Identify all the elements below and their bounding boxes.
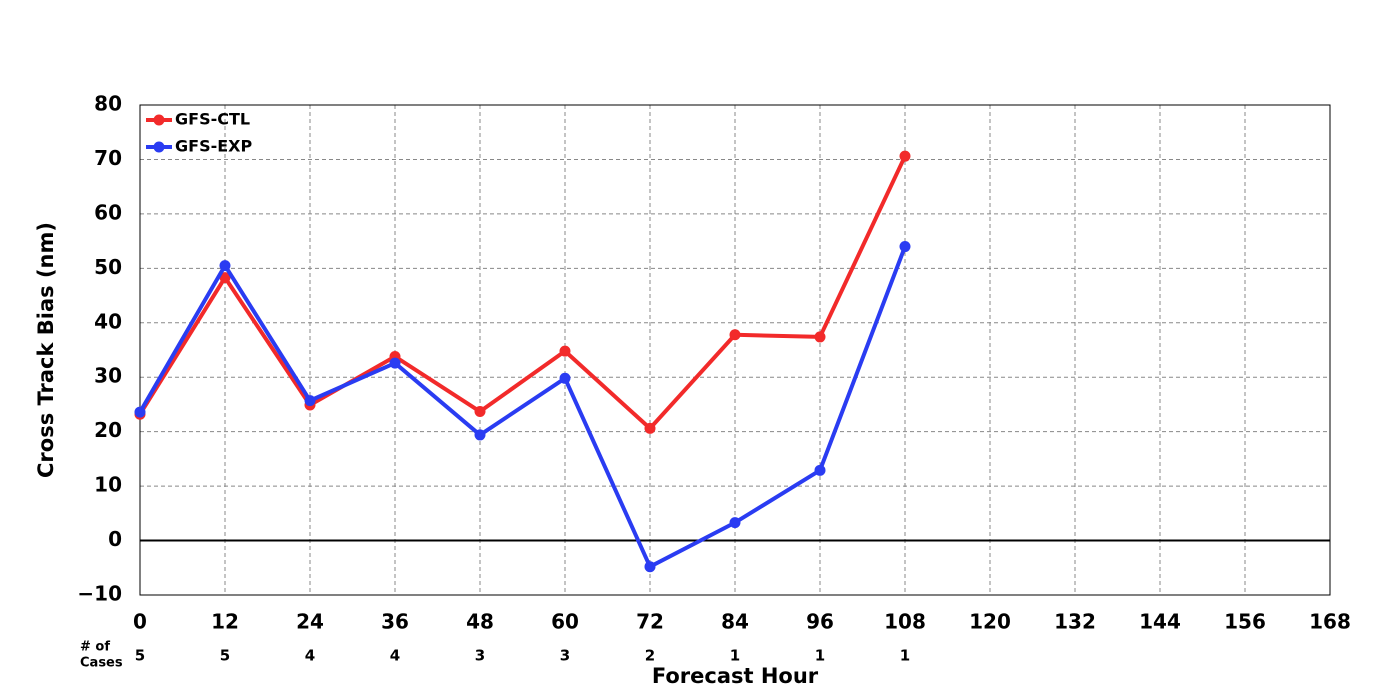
x-tick-label: 72 (636, 610, 664, 634)
data-point (644, 422, 656, 434)
legend-marker (153, 114, 165, 126)
y-tick-label: 20 (94, 418, 122, 442)
data-point (729, 517, 741, 529)
data-point (814, 464, 826, 476)
x-axis-title: Forecast Hour (652, 664, 819, 688)
series-line (138, 155, 907, 431)
case-count: 1 (815, 647, 825, 665)
cases-label: # of (80, 640, 110, 655)
legend-marker (153, 141, 165, 153)
x-tick-label: 132 (1054, 610, 1096, 634)
data-point (474, 429, 486, 441)
x-tick-label: 168 (1309, 610, 1351, 634)
y-tick-label: 10 (94, 473, 122, 497)
case-count: 1 (900, 647, 910, 665)
legend-label: GFS-EXP (175, 137, 252, 156)
x-tick-label: 12 (211, 610, 239, 634)
y-tick-label: 30 (94, 364, 122, 388)
x-tick-label: 120 (969, 610, 1011, 634)
data-point (474, 406, 486, 418)
plot-frame (139, 104, 1331, 596)
data-point (389, 357, 401, 369)
x-tick-label: 96 (806, 610, 834, 634)
case-count: 1 (730, 647, 740, 665)
y-axis-title: Cross Track Bias (nm) (34, 222, 58, 478)
case-count: 3 (560, 647, 570, 665)
data-point (814, 331, 826, 343)
x-tick-label: 108 (884, 610, 926, 634)
case-count: 4 (390, 647, 400, 665)
case-count: 3 (475, 647, 485, 665)
x-tick-label: 36 (381, 610, 409, 634)
data-point (134, 406, 146, 418)
x-tick-label: 156 (1224, 610, 1266, 634)
data-point (644, 561, 656, 573)
y-tick-label: 0 (108, 527, 122, 551)
y-tick-label: 50 (94, 255, 122, 279)
data-point (219, 260, 231, 272)
y-tick-label: 40 (94, 309, 122, 333)
y-tick-label: −10 (77, 582, 122, 606)
x-tick-label: 24 (296, 610, 324, 634)
data-point (729, 329, 741, 341)
x-tick-label: 60 (551, 610, 579, 634)
y-tick-label: 70 (94, 146, 122, 170)
case-count: 2 (645, 647, 655, 665)
data-point (899, 241, 911, 253)
data-point (304, 395, 316, 407)
data-point (559, 345, 571, 357)
cases-label: Cases (80, 656, 123, 671)
y-tick-label: 60 (94, 200, 122, 224)
y-tick-label: 80 (94, 92, 122, 116)
data-point (559, 372, 571, 384)
data-point (899, 150, 911, 162)
series-line (138, 245, 907, 569)
case-count: 4 (305, 647, 315, 665)
x-tick-label: 0 (133, 610, 147, 634)
legend-label: GFS-CTL (175, 110, 250, 129)
x-tick-label: 144 (1139, 610, 1181, 634)
x-tick-label: 84 (721, 610, 749, 634)
case-count: 5 (135, 647, 145, 665)
data-point (219, 272, 231, 284)
x-tick-label: 48 (466, 610, 494, 634)
case-count: 5 (220, 647, 230, 665)
